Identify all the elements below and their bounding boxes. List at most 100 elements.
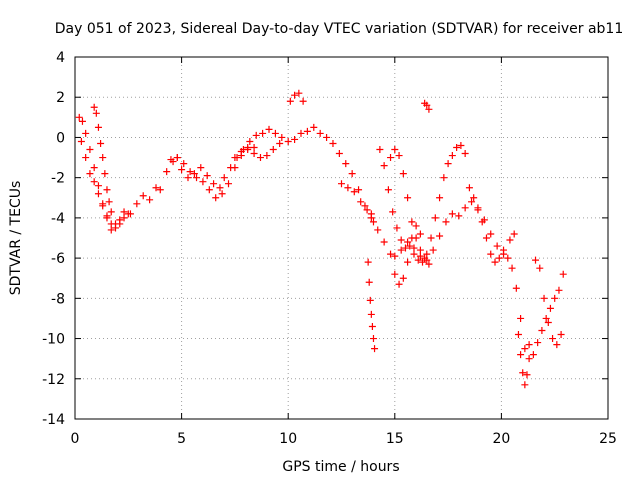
data-point — [416, 230, 424, 238]
data-point — [263, 152, 271, 160]
data-point — [365, 278, 373, 286]
data-point — [269, 146, 277, 154]
data-point — [94, 190, 102, 198]
data-point — [323, 133, 331, 141]
data-point — [525, 341, 533, 349]
data-point — [212, 194, 220, 202]
data-point — [86, 170, 94, 178]
data-point — [231, 154, 239, 162]
data-point — [265, 125, 273, 133]
data-point — [112, 224, 120, 232]
data-point — [244, 144, 252, 151]
data-point — [468, 198, 476, 206]
data-point — [536, 264, 544, 272]
data-point — [252, 131, 260, 139]
data-point — [259, 129, 267, 137]
data-point — [156, 186, 164, 194]
data-point — [380, 238, 388, 246]
data-point — [190, 170, 198, 178]
data-point — [250, 150, 258, 158]
data-point — [338, 180, 345, 188]
data-point — [316, 129, 324, 137]
data-point — [139, 192, 147, 200]
x-tick-label: 20 — [492, 431, 510, 447]
data-point — [540, 294, 548, 302]
data-point — [508, 264, 516, 272]
data-point — [423, 250, 431, 258]
data-point — [124, 210, 132, 218]
data-point — [436, 194, 444, 202]
data-point — [557, 331, 565, 339]
data-point — [291, 135, 299, 143]
data-point — [278, 133, 286, 141]
data-point — [551, 294, 559, 302]
data-point — [116, 220, 124, 228]
data-point — [423, 101, 431, 109]
data-point — [310, 123, 318, 131]
data-point — [491, 258, 499, 266]
data-point — [299, 97, 307, 105]
data-point — [393, 224, 401, 232]
data-point — [90, 103, 98, 111]
data-point — [404, 238, 412, 246]
data-point — [389, 208, 397, 216]
data-point — [521, 345, 529, 353]
data-point — [523, 371, 531, 379]
x-axis: 0 5 10 15 20 25 — [71, 57, 617, 447]
data-point — [357, 198, 365, 206]
data-point — [163, 168, 171, 176]
data-point — [532, 256, 540, 264]
data-point — [440, 174, 448, 182]
data-point — [256, 154, 264, 162]
data-point — [107, 220, 115, 228]
data-point — [404, 194, 412, 202]
data-point — [395, 152, 403, 160]
data-point — [401, 244, 409, 252]
data-point — [75, 113, 83, 121]
data-point — [205, 186, 213, 194]
data-point — [395, 280, 403, 288]
x-tick-label: 15 — [386, 431, 404, 447]
plot-points — [75, 89, 567, 389]
data-point — [231, 164, 239, 172]
data-point — [416, 252, 424, 260]
data-point — [152, 184, 160, 192]
data-point — [408, 218, 416, 226]
data-point — [493, 242, 501, 250]
data-point — [199, 178, 207, 186]
data-point — [425, 105, 433, 113]
chart-title: Day 051 of 2023, Sidereal Day-to-day VTE… — [55, 21, 624, 37]
data-point — [436, 232, 444, 240]
data-point — [534, 339, 542, 347]
data-point — [421, 254, 429, 262]
data-point — [371, 345, 379, 353]
data-point — [525, 355, 533, 363]
data-point — [517, 351, 525, 359]
data-point — [295, 89, 303, 97]
data-point — [448, 210, 456, 218]
data-point — [500, 250, 508, 258]
data-point — [495, 254, 503, 262]
data-point — [271, 129, 279, 137]
data-point — [519, 369, 527, 377]
data-point — [297, 129, 305, 137]
data-point — [376, 146, 384, 154]
data-point — [344, 184, 352, 192]
y-tick-label: 0 — [56, 130, 65, 146]
data-point — [107, 208, 115, 216]
data-point — [369, 335, 377, 343]
data-point — [364, 258, 372, 266]
data-point — [216, 184, 224, 192]
data-point — [391, 146, 399, 154]
data-point — [184, 174, 192, 182]
data-point — [361, 202, 369, 210]
data-point — [99, 154, 107, 162]
data-point — [225, 180, 233, 188]
data-point — [97, 139, 105, 147]
data-point — [286, 97, 294, 105]
data-point — [404, 258, 412, 266]
data-point — [448, 152, 456, 160]
data-point — [544, 318, 552, 326]
data-point — [303, 127, 311, 135]
data-point — [203, 172, 211, 180]
